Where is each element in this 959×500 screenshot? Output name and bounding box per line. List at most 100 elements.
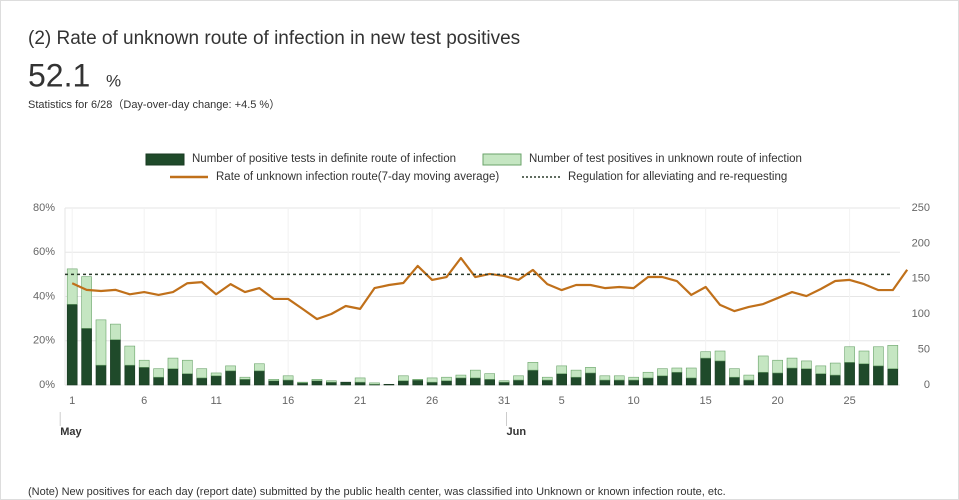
legend-label: Regulation for alleviating and re-reques… xyxy=(568,171,787,183)
bar-segment xyxy=(642,377,654,386)
bar-segment xyxy=(311,379,323,382)
x-tick-label: 11 xyxy=(210,395,221,407)
bar-segment xyxy=(398,375,409,382)
month-label: May xyxy=(60,426,82,438)
bar-segment xyxy=(873,346,884,367)
bar-segment xyxy=(527,369,539,386)
y2-tick-label: 150 xyxy=(912,273,930,285)
rate-line xyxy=(71,256,909,321)
bar-segment xyxy=(95,319,107,366)
bar-segment xyxy=(887,345,899,370)
bar-segment xyxy=(541,376,553,381)
bar-segment xyxy=(628,376,639,381)
bar-segment xyxy=(297,382,308,386)
bar-segment xyxy=(182,373,193,386)
y-tick-label: 0% xyxy=(39,379,55,391)
y-tick-label: 60% xyxy=(33,246,55,258)
bar-segment xyxy=(441,380,452,386)
bar-segment xyxy=(297,381,308,384)
bar-segment xyxy=(455,374,467,379)
y-tick-label: 40% xyxy=(33,290,55,302)
bar-segment xyxy=(714,350,726,362)
bar-segment xyxy=(657,375,668,386)
bar-segment xyxy=(613,379,625,386)
bar-segment xyxy=(815,373,827,386)
bar-segment xyxy=(110,339,121,386)
bar-segment xyxy=(95,364,107,386)
bar-segment xyxy=(729,376,740,386)
bar-segment xyxy=(124,345,136,366)
bar-segment xyxy=(757,371,769,386)
legend-label: Rate of unknown infection route(7-day mo… xyxy=(216,171,499,183)
bar-segment xyxy=(398,380,409,386)
bar-segment xyxy=(225,370,236,386)
x-tick-label: 16 xyxy=(282,395,294,407)
bar-segment xyxy=(685,367,697,379)
bar-segment xyxy=(138,366,150,386)
bar-segment xyxy=(484,379,495,386)
bar-segment xyxy=(239,376,251,380)
bar-segment xyxy=(81,276,92,329)
headline-value: 52.1 xyxy=(28,57,90,93)
bar-segment xyxy=(239,379,251,386)
bar-segment xyxy=(801,360,812,370)
bar-segment xyxy=(196,377,208,386)
bar-segment xyxy=(714,360,726,386)
bar-segment xyxy=(772,372,783,386)
y2-tick-label: 250 xyxy=(912,202,930,214)
bar-segment xyxy=(786,357,798,369)
bar-segment xyxy=(268,379,280,382)
bar-segment xyxy=(311,380,323,386)
bar-segment xyxy=(844,362,855,386)
bar-segment xyxy=(282,375,294,381)
bar-segment xyxy=(66,303,78,386)
x-tick-label: 20 xyxy=(772,395,784,407)
bar-segment xyxy=(786,367,798,386)
x-tick-label: 1 xyxy=(69,395,75,407)
bar-segment xyxy=(743,374,755,381)
bar-segment xyxy=(671,367,683,373)
bar-segment xyxy=(110,323,121,340)
bar-segment xyxy=(153,376,164,386)
bar-segment xyxy=(254,370,265,386)
y-tick-label: 20% xyxy=(33,335,55,347)
bar-segment xyxy=(729,368,740,378)
bar-segment xyxy=(138,359,150,368)
bar-segment xyxy=(570,376,582,386)
bar-segment xyxy=(541,379,553,386)
bar-segment xyxy=(354,381,366,386)
bar-segment xyxy=(844,346,855,363)
bar-segment xyxy=(182,359,193,374)
statistics: Statistics for 6/28（Day-over-day change:… xyxy=(28,98,280,111)
bar-segment xyxy=(585,372,596,386)
bar-segment xyxy=(599,379,611,386)
bar-segment xyxy=(829,362,841,376)
bar-segment xyxy=(671,371,683,386)
bar-segment xyxy=(585,366,596,374)
bar-segment xyxy=(887,368,899,386)
bar-segment xyxy=(829,374,841,386)
bar-segment xyxy=(556,365,567,374)
bar-segment xyxy=(470,369,481,379)
bar-segment xyxy=(455,377,467,386)
bar-segment xyxy=(268,380,280,386)
y2-tick-label: 200 xyxy=(912,237,930,249)
note: (Note) New positives for each day (repor… xyxy=(28,486,726,498)
bar-segment xyxy=(153,368,164,378)
bar-segment xyxy=(354,377,366,383)
bar-segment xyxy=(801,368,812,386)
bar-segment xyxy=(642,371,654,379)
bar-segment xyxy=(326,381,337,386)
bar-segment xyxy=(599,375,611,381)
y2-tick-label: 0 xyxy=(924,379,930,391)
bar-segment xyxy=(210,375,222,386)
bar-segment xyxy=(412,379,424,381)
bar-segment xyxy=(254,363,265,372)
bar-segment xyxy=(628,379,639,386)
bar-segment xyxy=(196,368,208,379)
x-tick-label: 6 xyxy=(141,395,147,407)
x-tick-label: 5 xyxy=(559,395,565,407)
bar-segment xyxy=(282,379,294,386)
bar-segment xyxy=(700,351,711,359)
